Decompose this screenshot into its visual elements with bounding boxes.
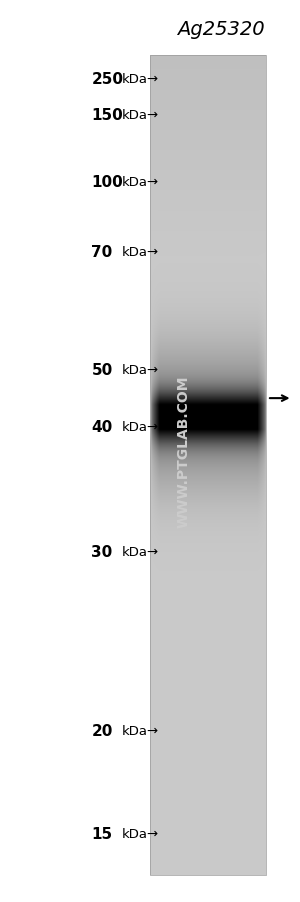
Text: kDa→: kDa→	[122, 827, 159, 840]
Text: 250: 250	[92, 72, 124, 87]
Text: kDa→: kDa→	[122, 246, 159, 259]
Text: WWW.PTGLAB.COM: WWW.PTGLAB.COM	[177, 375, 191, 527]
Bar	[150, 56, 266, 875]
Text: kDa→: kDa→	[122, 73, 159, 86]
Text: 100: 100	[92, 175, 123, 189]
Text: kDa→: kDa→	[122, 364, 159, 376]
Text: Ag25320: Ag25320	[177, 20, 264, 39]
Text: 70: 70	[92, 245, 113, 260]
Text: 30: 30	[92, 545, 113, 559]
Text: kDa→: kDa→	[122, 176, 159, 189]
Text: 15: 15	[92, 826, 112, 841]
Text: kDa→: kDa→	[122, 420, 159, 433]
Text: kDa→: kDa→	[122, 546, 159, 558]
Text: 50: 50	[92, 363, 113, 377]
Text: kDa→: kDa→	[122, 724, 159, 737]
Text: kDa→: kDa→	[122, 109, 159, 122]
Text: 20: 20	[92, 723, 113, 738]
Text: 150: 150	[92, 108, 123, 123]
Text: 40: 40	[92, 419, 113, 434]
